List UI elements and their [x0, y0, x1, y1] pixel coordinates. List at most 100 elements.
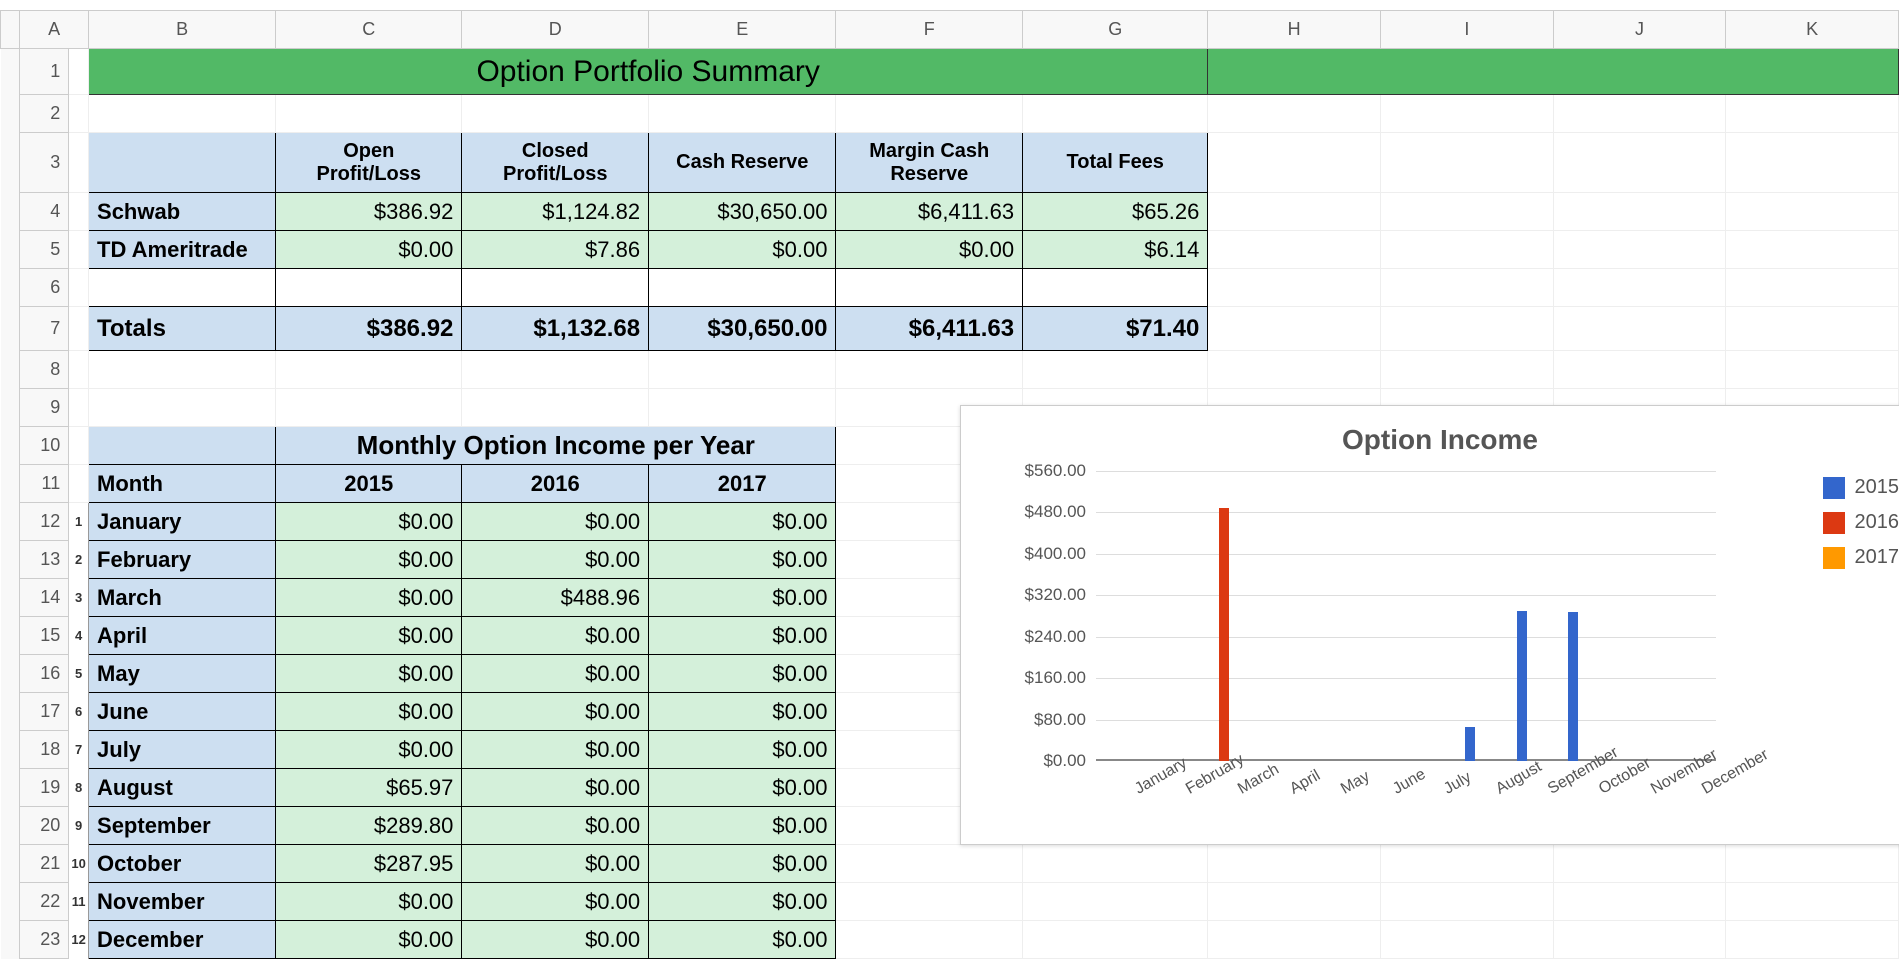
totals-value[interactable]: $71.40	[1023, 307, 1208, 351]
row-header[interactable]: 11	[20, 465, 69, 503]
month-label[interactable]: December	[89, 921, 276, 959]
row-header[interactable]: 10	[20, 427, 69, 465]
month-label[interactable]: May	[89, 655, 276, 693]
row-header[interactable]: 13	[20, 541, 69, 579]
col-header-j[interactable]: J	[1553, 11, 1726, 49]
summary-value[interactable]: $0.00	[649, 231, 836, 269]
monthly-value[interactable]: $0.00	[276, 541, 462, 579]
monthly-value[interactable]: $0.00	[276, 579, 462, 617]
totals-value[interactable]: $386.92	[276, 307, 462, 351]
monthly-value[interactable]: $0.00	[276, 921, 462, 959]
monthly-value[interactable]: $0.00	[649, 883, 836, 921]
row-header[interactable]: 17	[20, 693, 69, 731]
row-header[interactable]: 12	[20, 503, 69, 541]
row-header[interactable]: 20	[20, 807, 69, 845]
month-label[interactable]: September	[89, 807, 276, 845]
totals-value[interactable]: $6,411.63	[836, 307, 1023, 351]
summary-value[interactable]: $6.14	[1023, 231, 1208, 269]
totals-value[interactable]: $30,650.00	[649, 307, 836, 351]
totals-value[interactable]: $1,132.68	[462, 307, 649, 351]
monthly-value[interactable]: $0.00	[462, 845, 649, 883]
col-header-g[interactable]: G	[1023, 11, 1208, 49]
row-header[interactable]: 8	[20, 351, 69, 389]
summary-value[interactable]: $0.00	[836, 231, 1023, 269]
summary-value[interactable]: $386.92	[276, 193, 462, 231]
summary-value[interactable]: $65.26	[1023, 193, 1208, 231]
year-header[interactable]: 2016	[462, 465, 649, 503]
chart-bar[interactable]	[1517, 611, 1527, 761]
monthly-value[interactable]: $0.00	[649, 921, 836, 959]
month-label[interactable]: October	[89, 845, 276, 883]
col-header-i[interactable]: I	[1381, 11, 1554, 49]
summary-value[interactable]: $7.86	[462, 231, 649, 269]
monthly-title[interactable]: Monthly Option Income per Year	[276, 427, 836, 465]
row-header[interactable]: 5	[20, 231, 69, 269]
monthly-value[interactable]: $0.00	[276, 731, 462, 769]
monthly-value[interactable]: $0.00	[649, 845, 836, 883]
legend-item[interactable]: 2016	[1823, 511, 1899, 534]
monthly-value[interactable]: $0.00	[649, 807, 836, 845]
summary-header[interactable]: Closed Profit/Loss	[462, 133, 649, 193]
row-header[interactable]: 7	[20, 307, 69, 351]
year-header[interactable]: 2017	[649, 465, 836, 503]
monthly-value[interactable]: $0.00	[649, 655, 836, 693]
row-header[interactable]: 3	[20, 133, 69, 193]
monthly-value[interactable]: $0.00	[462, 617, 649, 655]
summary-value[interactable]: $30,650.00	[649, 193, 836, 231]
monthly-value[interactable]: $0.00	[462, 541, 649, 579]
totals-label[interactable]: Totals	[89, 307, 276, 351]
month-label[interactable]: July	[89, 731, 276, 769]
monthly-value[interactable]: $287.95	[276, 845, 462, 883]
col-header-d[interactable]: D	[462, 11, 649, 49]
monthly-value[interactable]: $0.00	[462, 921, 649, 959]
col-header-f[interactable]: F	[836, 11, 1023, 49]
legend-item[interactable]: 2017	[1823, 546, 1899, 569]
month-label[interactable]: April	[89, 617, 276, 655]
month-label[interactable]: February	[89, 541, 276, 579]
monthly-value[interactable]: $0.00	[649, 769, 836, 807]
monthly-value[interactable]: $65.97	[276, 769, 462, 807]
year-header[interactable]: 2015	[276, 465, 462, 503]
row-header[interactable]: 15	[20, 617, 69, 655]
col-header-b[interactable]: B	[89, 11, 276, 49]
month-label[interactable]: June	[89, 693, 276, 731]
row-header[interactable]: 22	[20, 883, 69, 921]
monthly-value[interactable]: $0.00	[649, 731, 836, 769]
monthly-value[interactable]: $0.00	[462, 693, 649, 731]
row-header[interactable]: 14	[20, 579, 69, 617]
legend-item[interactable]: 2015	[1823, 476, 1899, 499]
monthly-value[interactable]: $0.00	[462, 807, 649, 845]
title-cell[interactable]: Option Portfolio Summary	[89, 49, 1208, 95]
row-header[interactable]: 6	[20, 269, 69, 307]
chart-bar[interactable]	[1219, 508, 1229, 761]
summary-value[interactable]: $6,411.63	[836, 193, 1023, 231]
broker-label[interactable]: Schwab	[89, 193, 276, 231]
monthly-value[interactable]: $0.00	[462, 883, 649, 921]
col-header-h[interactable]: H	[1208, 11, 1381, 49]
monthly-value[interactable]: $488.96	[462, 579, 649, 617]
summary-value[interactable]: $0.00	[276, 231, 462, 269]
row-header[interactable]: 4	[20, 193, 69, 231]
summary-value[interactable]: $1,124.82	[462, 193, 649, 231]
row-header[interactable]: 18	[20, 731, 69, 769]
row-header[interactable]: 21	[20, 845, 69, 883]
summary-header[interactable]: Total Fees	[1023, 133, 1208, 193]
row-header[interactable]: 9	[20, 389, 69, 427]
col-header-k[interactable]: K	[1726, 11, 1899, 49]
monthly-value[interactable]: $0.00	[649, 693, 836, 731]
monthly-value[interactable]: $0.00	[462, 503, 649, 541]
monthly-value[interactable]: $0.00	[649, 617, 836, 655]
row-header[interactable]: 2	[20, 95, 69, 133]
month-label[interactable]: March	[89, 579, 276, 617]
col-header-a[interactable]: A	[20, 11, 89, 49]
month-label[interactable]: January	[89, 503, 276, 541]
summary-header[interactable]: Margin Cash Reserve	[836, 133, 1023, 193]
month-header[interactable]: Month	[89, 465, 276, 503]
monthly-value[interactable]: $0.00	[276, 617, 462, 655]
monthly-value[interactable]: $0.00	[276, 883, 462, 921]
monthly-value[interactable]: $0.00	[649, 579, 836, 617]
broker-label[interactable]: TD Ameritrade	[89, 231, 276, 269]
select-all[interactable]	[1, 11, 20, 49]
summary-header[interactable]: Open Profit/Loss	[276, 133, 462, 193]
col-header-e[interactable]: E	[649, 11, 836, 49]
